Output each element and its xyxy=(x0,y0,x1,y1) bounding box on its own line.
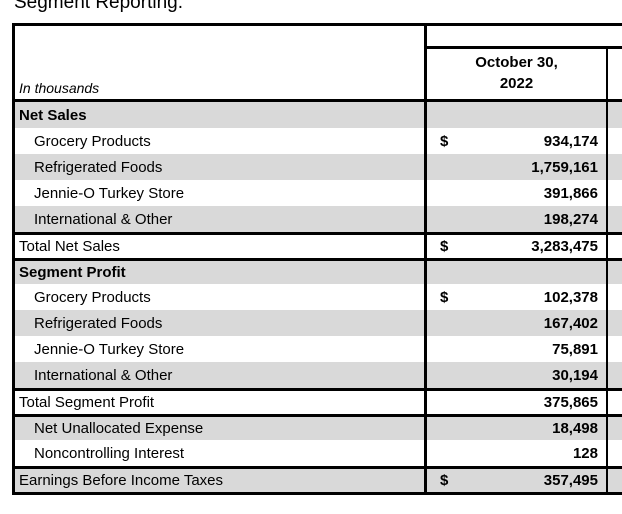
row-value: 375,865 xyxy=(543,394,598,411)
table-row: Earnings Before Income Taxes $357,495 xyxy=(15,466,622,492)
row-label: Segment Profit xyxy=(15,261,427,284)
row-value: 18,498 xyxy=(552,420,598,437)
row-value-cell: 391,866 xyxy=(427,180,608,206)
next-column-sliver xyxy=(608,261,622,284)
row-label: Total Segment Profit xyxy=(15,391,427,414)
row-label: Grocery Products xyxy=(15,128,427,154)
row-value-cell: 128 xyxy=(427,440,608,466)
row-value: 198,274 xyxy=(543,210,598,228)
segment-reporting-table: In thousands October 30, 2022 Net Sales G… xyxy=(12,23,622,495)
row-value-cell: 198,274 xyxy=(427,206,608,232)
next-column-sliver xyxy=(608,440,622,466)
row-value: 357,495 xyxy=(543,472,598,489)
row-label: Jennie-O Turkey Store xyxy=(15,180,427,206)
unit-label: In thousands xyxy=(19,80,100,96)
period-line1: October 30, xyxy=(475,54,558,71)
row-label: International & Other xyxy=(15,206,427,232)
row-value-cell: 18,498 xyxy=(427,417,608,440)
header-date-row: October 30, 2022 xyxy=(427,49,622,99)
row-value-cell: $102,378 xyxy=(427,284,608,310)
next-column-sliver xyxy=(608,206,622,232)
table-row: Segment Profit xyxy=(15,258,622,284)
row-label: Total Net Sales xyxy=(15,235,427,258)
period-line2: 2022 xyxy=(499,75,534,92)
row-value-cell: 30,194 xyxy=(427,362,608,388)
table-row: Net Unallocated Expense 18,498 xyxy=(15,414,622,440)
row-value-cell: $934,174 xyxy=(427,128,608,154)
table-row: Grocery Products $934,174 xyxy=(15,128,622,154)
table-row: Noncontrolling Interest 128 xyxy=(15,440,622,466)
table-header: In thousands October 30, 2022 xyxy=(15,26,622,102)
next-column-sliver xyxy=(608,362,622,388)
dollar-sign: $ xyxy=(440,132,449,150)
dollar-sign: $ xyxy=(440,238,449,255)
row-value: 3,283,475 xyxy=(531,238,598,255)
next-period-sliver xyxy=(608,49,622,99)
row-value: 391,866 xyxy=(543,184,598,202)
table-row: International & Other 30,194 xyxy=(15,362,622,388)
table-row: Net Sales xyxy=(15,102,622,128)
header-label-cell: In thousands xyxy=(15,26,427,99)
next-column-sliver xyxy=(608,284,622,310)
next-column-sliver xyxy=(608,180,622,206)
table-row: Total Segment Profit 375,865 xyxy=(15,388,622,414)
next-column-sliver xyxy=(608,102,622,128)
next-column-sliver xyxy=(608,469,622,492)
next-column-sliver xyxy=(608,154,622,180)
row-value: 128 xyxy=(572,444,598,462)
header-spanner-row xyxy=(427,26,622,49)
next-column-sliver xyxy=(608,391,622,414)
row-value-cell: 375,865 xyxy=(427,391,608,414)
period-header: October 30, 2022 xyxy=(427,49,608,99)
next-column-sliver xyxy=(608,310,622,336)
row-value: 167,402 xyxy=(543,314,598,332)
table-row: Jennie-O Turkey Store 391,866 xyxy=(15,180,622,206)
row-label: International & Other xyxy=(15,362,427,388)
row-value-cell: 167,402 xyxy=(427,310,608,336)
row-label: Net Sales xyxy=(15,102,427,128)
row-label: Refrigerated Foods xyxy=(15,154,427,180)
next-column-sliver xyxy=(608,417,622,440)
row-label: Earnings Before Income Taxes xyxy=(15,469,427,492)
row-value: 1,759,161 xyxy=(531,158,598,176)
row-value: 30,194 xyxy=(552,366,598,384)
row-value-cell xyxy=(427,102,608,128)
header-period-area: October 30, 2022 xyxy=(427,26,622,99)
row-value-cell: 75,891 xyxy=(427,336,608,362)
dollar-sign: $ xyxy=(440,472,449,489)
next-column-sliver xyxy=(608,336,622,362)
table-row: Total Net Sales $3,283,475 xyxy=(15,232,622,258)
row-value-cell: 1,759,161 xyxy=(427,154,608,180)
table-row: Jennie-O Turkey Store 75,891 xyxy=(15,336,622,362)
table-row: International & Other 198,274 xyxy=(15,206,622,232)
dollar-sign: $ xyxy=(440,288,449,306)
row-label: Grocery Products xyxy=(15,284,427,310)
table-body: Net Sales Grocery Products $934,174 Refrige… xyxy=(15,102,622,492)
row-value: 934,174 xyxy=(543,132,598,150)
row-value-cell: $357,495 xyxy=(427,469,608,492)
table-row: Refrigerated Foods 1,759,161 xyxy=(15,154,622,180)
next-column-sliver xyxy=(608,128,622,154)
table-row: Grocery Products $102,378 xyxy=(15,284,622,310)
row-value-cell xyxy=(427,261,608,284)
row-label: Jennie-O Turkey Store xyxy=(15,336,427,362)
row-value: 75,891 xyxy=(552,340,598,358)
section-title: Segment Reporting. xyxy=(14,0,183,13)
row-value: 102,378 xyxy=(543,288,598,306)
table-row: Refrigerated Foods 167,402 xyxy=(15,310,622,336)
row-label: Net Unallocated Expense xyxy=(15,417,427,440)
row-label: Noncontrolling Interest xyxy=(15,440,427,466)
row-value-cell: $3,283,475 xyxy=(427,235,608,258)
row-label: Refrigerated Foods xyxy=(15,310,427,336)
next-column-sliver xyxy=(608,235,622,258)
